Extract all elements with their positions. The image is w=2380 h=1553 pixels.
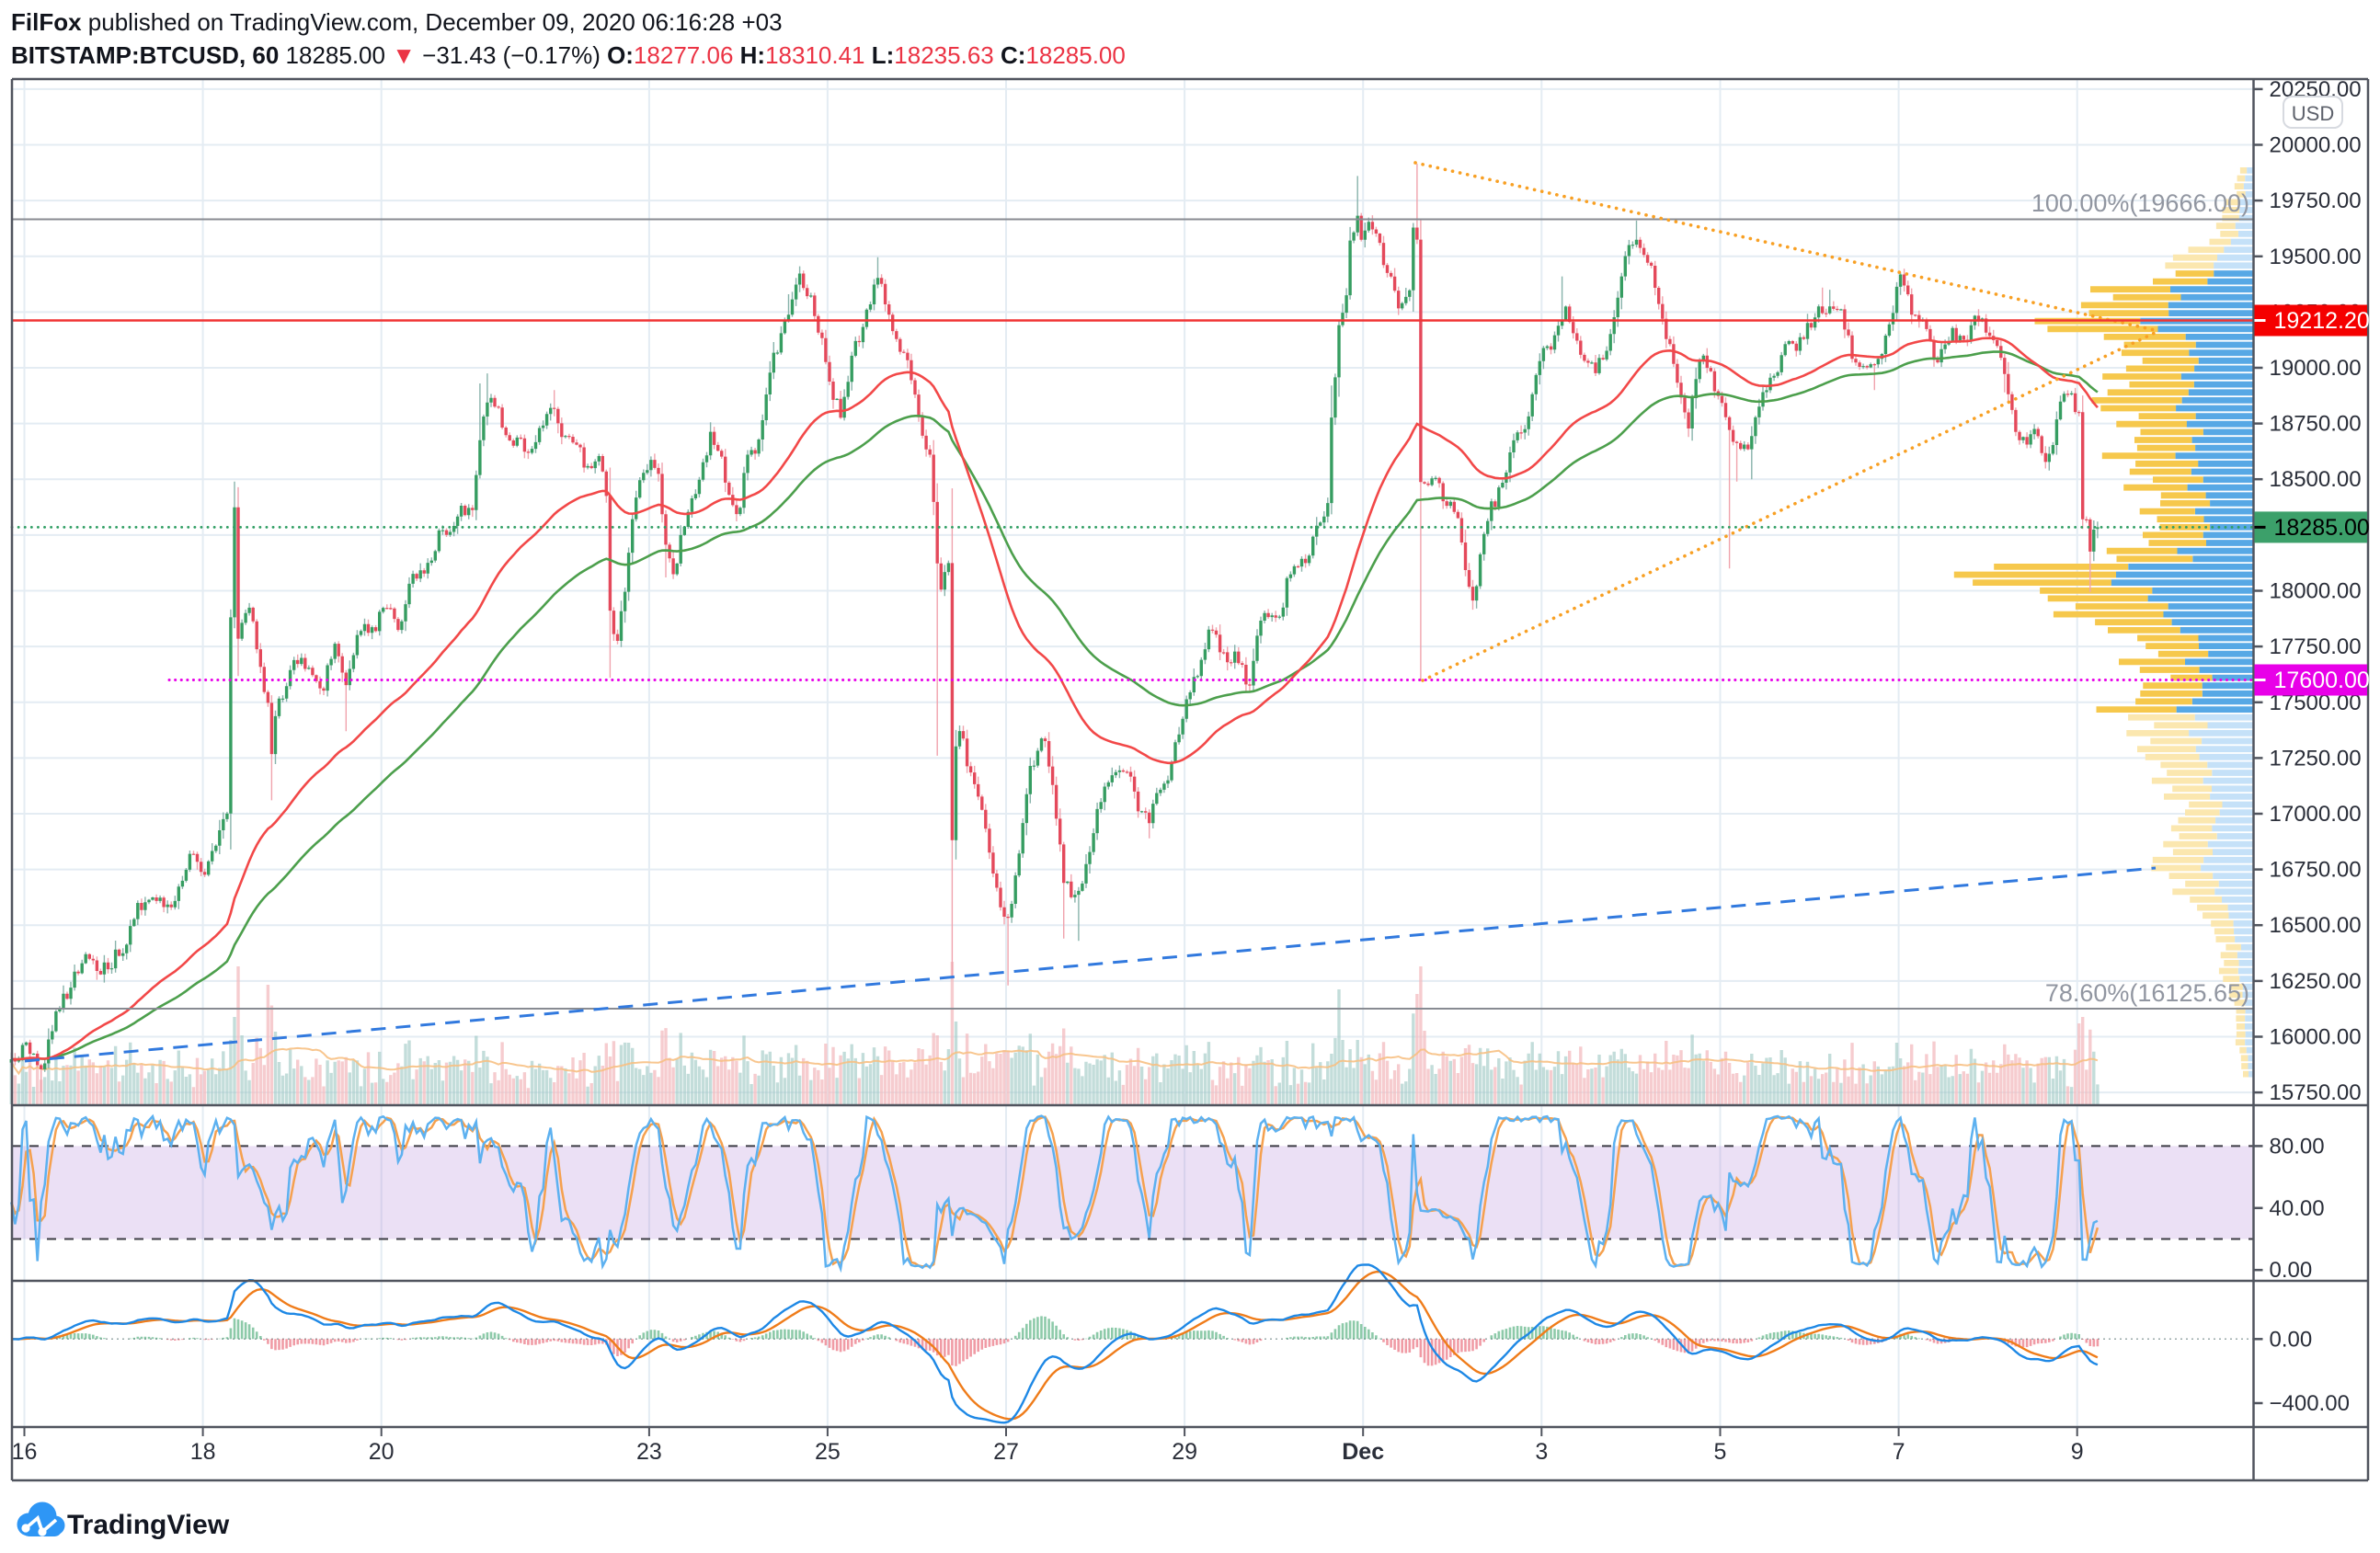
svg-text:−400.00: −400.00 [2270,1391,2350,1416]
svg-text:19750.00: 19750.00 [2270,188,2362,213]
svg-text:15750.00: 15750.00 [2270,1080,2362,1105]
svg-text:3: 3 [1535,1439,1548,1465]
svg-text:23: 23 [636,1439,662,1465]
svg-text:18750.00: 18750.00 [2270,412,2362,437]
svg-text:19212.20: 19212.20 [2274,308,2370,334]
svg-text:16250.00: 16250.00 [2270,969,2362,994]
svg-text:9: 9 [2071,1439,2084,1465]
svg-text:27: 27 [993,1439,1019,1465]
svg-text:17000.00: 17000.00 [2270,802,2362,827]
svg-text:7: 7 [1893,1439,1905,1465]
svg-text:0.00: 0.00 [2270,1327,2313,1352]
svg-text:18500.00: 18500.00 [2270,467,2362,492]
svg-text:20000.00: 20000.00 [2270,133,2362,158]
svg-text:Dec: Dec [1342,1439,1384,1465]
svg-text:TradingView: TradingView [67,1510,230,1540]
svg-text:29: 29 [1172,1439,1197,1465]
svg-text:18: 18 [190,1439,216,1465]
svg-text:FilFox published on TradingVie: FilFox published on TradingView.com, Dec… [11,8,783,36]
svg-text:20: 20 [369,1439,395,1465]
svg-text:19500.00: 19500.00 [2270,245,2362,269]
svg-text:16500.00: 16500.00 [2270,913,2362,938]
svg-text:16000.00: 16000.00 [2270,1025,2362,1050]
svg-text:80.00: 80.00 [2270,1134,2325,1159]
svg-text:17600.00: 17600.00 [2274,668,2370,693]
svg-text:19000.00: 19000.00 [2270,356,2362,381]
svg-text:16750.00: 16750.00 [2270,858,2362,883]
svg-text:17750.00: 17750.00 [2270,634,2362,659]
svg-text:78.60%(16125.65): 78.60%(16125.65) [2045,979,2249,1007]
svg-text:5: 5 [1714,1439,1727,1465]
svg-text:BITSTAMP:BTCUSD, 60 18285.00: BITSTAMP:BTCUSD, 60 18285.00 ▼ −31.43 (−… [11,41,1126,69]
svg-text:18000.00: 18000.00 [2270,579,2362,604]
svg-text:40.00: 40.00 [2270,1196,2325,1221]
svg-text:18285.00: 18285.00 [2274,515,2370,541]
svg-text:17250.00: 17250.00 [2270,746,2362,771]
svg-text:USD: USD [2292,102,2334,125]
svg-text:16: 16 [12,1439,38,1465]
svg-text:25: 25 [815,1439,841,1465]
svg-text:0.00: 0.00 [2270,1258,2313,1283]
svg-text:100.00%(19666.00): 100.00%(19666.00) [2031,189,2249,217]
